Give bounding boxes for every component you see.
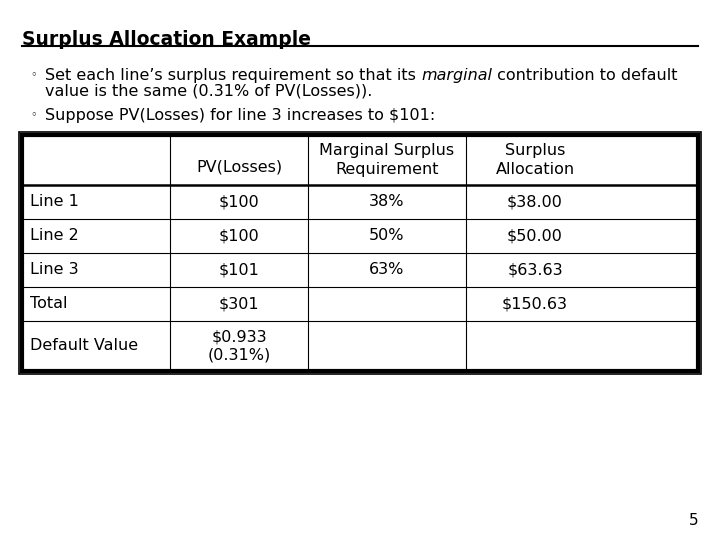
Text: 5: 5 <box>688 513 698 528</box>
Text: $100: $100 <box>219 228 259 244</box>
Text: ◦: ◦ <box>30 110 37 120</box>
Text: $301: $301 <box>219 296 259 312</box>
Text: $100: $100 <box>219 194 259 210</box>
Text: Line 1: Line 1 <box>30 194 79 210</box>
Text: 38%: 38% <box>369 194 405 210</box>
Bar <box>22 135 698 371</box>
Text: PV(Losses): PV(Losses) <box>196 160 282 175</box>
Text: ◦: ◦ <box>30 70 37 80</box>
Text: $50.00: $50.00 <box>507 228 563 244</box>
Text: Total: Total <box>30 296 68 312</box>
Text: Surplus
Allocation: Surplus Allocation <box>495 143 575 177</box>
Text: $0.933
(0.31%): $0.933 (0.31%) <box>207 329 271 363</box>
Text: Default Value: Default Value <box>30 339 138 354</box>
Text: 50%: 50% <box>369 228 405 244</box>
Text: value is the same (0.31% of PV(Losses)).: value is the same (0.31% of PV(Losses)). <box>45 84 372 99</box>
Bar <box>19 132 701 374</box>
Text: Marginal Surplus
Requirement: Marginal Surplus Requirement <box>320 143 454 177</box>
Text: marginal: marginal <box>421 68 492 83</box>
Text: $63.63: $63.63 <box>507 262 563 278</box>
Text: 63%: 63% <box>369 262 405 278</box>
Text: Line 2: Line 2 <box>30 228 78 244</box>
Text: Surplus Allocation Example: Surplus Allocation Example <box>22 30 311 49</box>
Text: $38.00: $38.00 <box>507 194 563 210</box>
Text: Set each line’s surplus requirement so that its: Set each line’s surplus requirement so t… <box>45 68 421 83</box>
Text: $101: $101 <box>219 262 259 278</box>
Text: Line 3: Line 3 <box>30 262 78 278</box>
Text: contribution to default: contribution to default <box>492 68 678 83</box>
Text: Suppose PV(Losses) for line 3 increases to $101:: Suppose PV(Losses) for line 3 increases … <box>45 108 436 123</box>
Text: $150.63: $150.63 <box>502 296 568 312</box>
